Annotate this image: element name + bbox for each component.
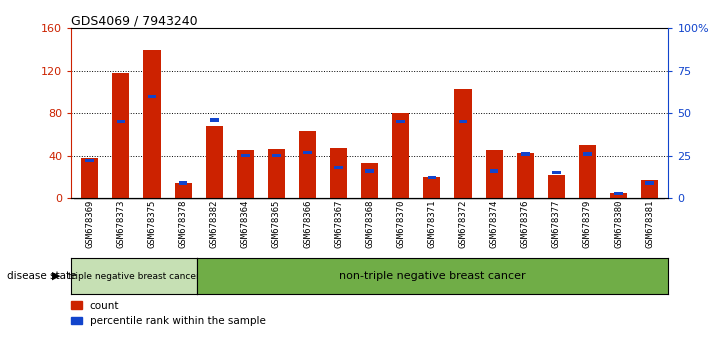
Bar bbox=[137, 198, 168, 200]
Bar bbox=[583, 153, 592, 156]
Bar bbox=[74, 198, 105, 200]
Bar bbox=[490, 170, 498, 173]
Text: non-triple negative breast cancer: non-triple negative breast cancer bbox=[339, 271, 526, 281]
Bar bbox=[423, 177, 441, 198]
Bar bbox=[634, 198, 665, 200]
Bar bbox=[614, 192, 623, 195]
Bar bbox=[117, 120, 125, 124]
Bar bbox=[303, 151, 312, 154]
Text: ▶: ▶ bbox=[52, 271, 60, 281]
Bar bbox=[454, 89, 471, 198]
Bar bbox=[579, 145, 596, 198]
Bar bbox=[361, 163, 378, 198]
Bar bbox=[230, 198, 261, 200]
Bar bbox=[646, 181, 654, 184]
Bar bbox=[479, 198, 510, 200]
Bar bbox=[397, 120, 405, 124]
Bar bbox=[323, 198, 354, 200]
Bar bbox=[210, 119, 218, 122]
Bar bbox=[547, 175, 565, 198]
Bar bbox=[610, 193, 627, 198]
Bar bbox=[205, 126, 223, 198]
Bar bbox=[81, 158, 98, 198]
Bar bbox=[144, 50, 161, 198]
Bar bbox=[198, 198, 230, 200]
Bar bbox=[85, 159, 94, 162]
Text: triple negative breast cancer: triple negative breast cancer bbox=[68, 272, 200, 281]
Bar bbox=[112, 73, 129, 198]
Bar bbox=[178, 181, 188, 184]
Bar bbox=[365, 170, 374, 173]
Bar bbox=[517, 153, 534, 198]
Bar bbox=[272, 154, 281, 157]
Bar bbox=[427, 176, 437, 179]
Bar bbox=[572, 198, 603, 200]
Bar bbox=[541, 198, 572, 200]
Bar bbox=[334, 166, 343, 169]
Bar bbox=[603, 198, 634, 200]
Bar bbox=[261, 198, 292, 200]
Text: disease state: disease state bbox=[7, 271, 77, 281]
Bar bbox=[459, 120, 467, 124]
Text: GDS4069 / 7943240: GDS4069 / 7943240 bbox=[71, 14, 198, 27]
Bar bbox=[148, 95, 156, 98]
Bar bbox=[237, 150, 254, 198]
Bar bbox=[105, 198, 137, 200]
Bar bbox=[447, 198, 479, 200]
Bar bbox=[385, 198, 417, 200]
Bar bbox=[641, 180, 658, 198]
Bar bbox=[354, 198, 385, 200]
Bar bbox=[510, 198, 541, 200]
Bar bbox=[174, 183, 192, 198]
Bar bbox=[299, 131, 316, 198]
Bar bbox=[292, 198, 323, 200]
Bar bbox=[521, 153, 530, 156]
Bar bbox=[241, 154, 250, 157]
Bar bbox=[486, 150, 503, 198]
Bar bbox=[392, 113, 410, 198]
Legend: count, percentile rank within the sample: count, percentile rank within the sample bbox=[71, 301, 266, 326]
Bar bbox=[552, 171, 561, 175]
Bar bbox=[330, 148, 347, 198]
Bar bbox=[168, 198, 198, 200]
Bar bbox=[417, 198, 447, 200]
Bar bbox=[268, 149, 285, 198]
